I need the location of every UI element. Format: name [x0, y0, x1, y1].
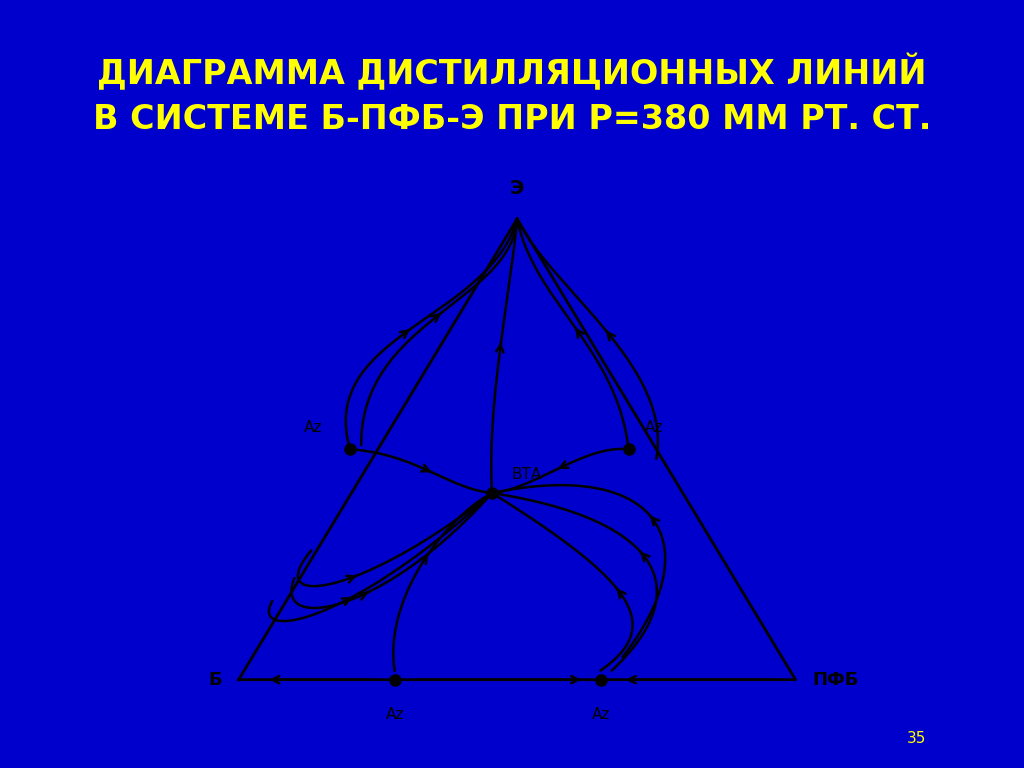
Text: Б: Б [208, 670, 222, 689]
Text: В СИСТЕМЕ Б-ПФБ-Э ПРИ Р=380 ММ РТ. СТ.: В СИСТЕМЕ Б-ПФБ-Э ПРИ Р=380 ММ РТ. СТ. [93, 103, 931, 135]
Text: ВТА: ВТА [512, 466, 542, 482]
Text: Az: Az [645, 420, 664, 435]
Text: Az: Az [385, 707, 403, 723]
Text: ДИАГРАММА ДИСТИЛЛЯЦИОННЫХ ЛИНИЙ: ДИАГРАММА ДИСТИЛЛЯЦИОННЫХ ЛИНИЙ [97, 55, 927, 91]
Text: ПФБ: ПФБ [812, 670, 859, 689]
Text: Э: Э [510, 179, 524, 198]
Text: Az: Az [304, 420, 323, 435]
Text: Az: Az [592, 707, 610, 723]
Text: 35: 35 [907, 731, 926, 746]
